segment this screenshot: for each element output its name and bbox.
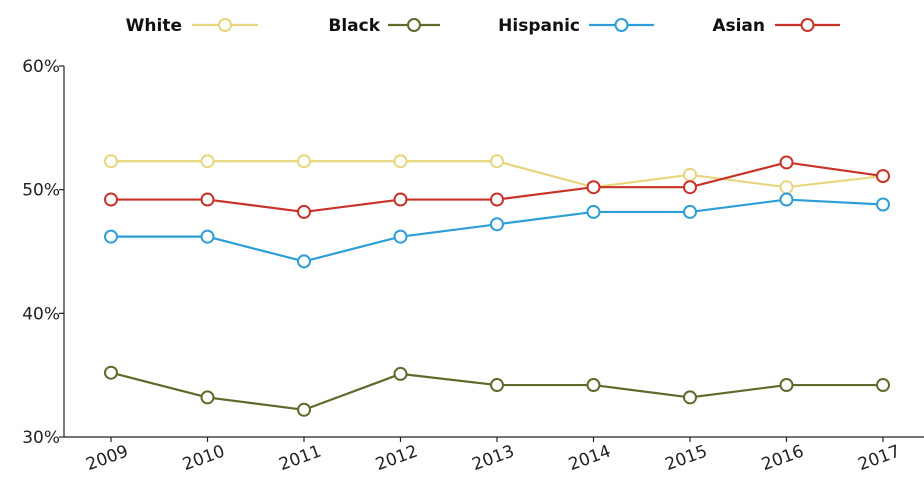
- x-tick-label: 2011: [277, 442, 324, 476]
- data-point-black: [490, 378, 504, 393]
- legend-item-black: Black: [328, 16, 440, 36]
- data-point-asian: [876, 169, 890, 184]
- data-point-white: [683, 167, 697, 182]
- data-point-hispanic: [490, 217, 504, 232]
- legend-marker-black: [407, 18, 421, 32]
- data-point-black: [876, 378, 890, 393]
- series-white: [104, 154, 890, 195]
- data-point-hispanic: [876, 197, 890, 212]
- data-point-black: [104, 365, 118, 380]
- data-point-asian: [490, 192, 504, 207]
- data-point-white: [200, 154, 215, 169]
- data-point-white: [297, 154, 311, 169]
- data-point-asian: [586, 180, 601, 195]
- legend: White Black Hispanic Asian: [126, 16, 840, 36]
- series-black: [104, 365, 890, 417]
- x-tick-label: 2017: [856, 442, 903, 476]
- data-point-asian: [297, 204, 311, 219]
- legend-marker-hispanic: [614, 18, 629, 32]
- data-point-black: [200, 390, 215, 405]
- data-point-asian: [200, 192, 215, 207]
- y-axis: 30% 40% 50% 60%: [22, 57, 65, 448]
- data-point-black: [297, 402, 311, 417]
- x-tick-label: 2010: [180, 442, 227, 476]
- legend-label-hispanic: Hispanic: [498, 16, 580, 36]
- data-point-asian: [779, 155, 794, 170]
- data-point-hispanic: [297, 254, 311, 269]
- legend-label-asian: Asian: [712, 16, 765, 36]
- data-point-black: [393, 366, 408, 381]
- x-tick-label: 2015: [663, 442, 710, 476]
- plot-area: [104, 154, 890, 417]
- legend-label-black: Black: [328, 16, 380, 36]
- data-point-asian: [104, 192, 118, 207]
- legend-marker-asian: [800, 18, 815, 32]
- data-point-hispanic: [586, 204, 601, 219]
- data-point-asian: [393, 192, 408, 207]
- data-point-hispanic: [683, 204, 697, 219]
- data-point-hispanic: [393, 229, 408, 244]
- x-tick-label: 2014: [566, 442, 613, 476]
- legend-item-asian: Asian: [712, 16, 840, 36]
- data-point-black: [779, 378, 794, 393]
- data-point-white: [393, 154, 408, 169]
- legend-label-white: White: [126, 16, 182, 36]
- data-point-black: [683, 390, 697, 405]
- y-tick-label: 60%: [22, 57, 60, 77]
- x-tick-label: 2013: [470, 442, 517, 476]
- data-point-asian: [683, 180, 697, 195]
- data-point-black: [586, 378, 601, 393]
- x-tick-label: 2016: [759, 442, 806, 476]
- y-tick-label: 50%: [22, 181, 60, 201]
- legend-item-white: White: [126, 16, 258, 36]
- series-asian: [104, 155, 890, 219]
- y-tick-label: 30%: [22, 428, 60, 448]
- y-tick-label: 40%: [22, 304, 60, 324]
- data-point-white: [779, 180, 794, 195]
- x-tick-label: 2012: [373, 442, 420, 476]
- data-point-hispanic: [200, 229, 215, 244]
- data-point-hispanic: [104, 229, 118, 244]
- x-axis: 2009 2010 2011 2012 2013 2014 2015 2016 2017: [64, 436, 924, 476]
- data-point-hispanic: [779, 192, 794, 207]
- data-point-white: [490, 154, 504, 169]
- x-tick-label: 2009: [84, 442, 131, 476]
- series-hispanic: [104, 192, 890, 269]
- legend-item-hispanic: Hispanic: [498, 16, 654, 36]
- legend-marker-white: [218, 18, 232, 32]
- data-point-white: [104, 154, 118, 169]
